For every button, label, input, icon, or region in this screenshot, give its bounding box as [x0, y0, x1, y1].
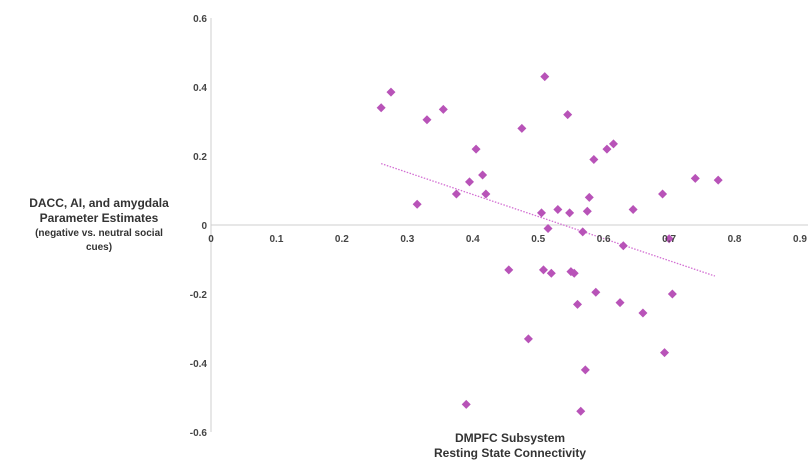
data-point [438, 104, 448, 114]
data-point [628, 204, 638, 214]
data-point [660, 348, 670, 358]
data-point [538, 265, 548, 275]
x-tick-label: 0.8 [728, 234, 742, 245]
x-tick-label: 0.4 [466, 234, 480, 245]
x-tick-label: 0.9 [793, 234, 807, 245]
data-point [591, 287, 601, 297]
data-point [536, 208, 546, 218]
tick-labels: 0.6 0.4 0.2 0 -0.2 -0.4 -0.6 0 0.1 0.2 0.3 0.4 0.5 0.… [190, 14, 808, 439]
y-axis-label-line-2: Parameter Estimates [39, 211, 159, 225]
data-point [563, 110, 573, 120]
data-point [578, 227, 588, 237]
axes [210, 18, 808, 432]
data-point [667, 289, 677, 299]
trendline [380, 162, 716, 277]
data-point [584, 192, 594, 202]
data-point [422, 115, 432, 125]
y-tick-label: 0 [201, 221, 207, 232]
y-axis-label-line-3: (negative vs. neutral social [35, 228, 163, 239]
data-point [580, 365, 590, 375]
data-point [504, 265, 514, 275]
x-tick-label: 0.5 [531, 234, 545, 245]
data-point [553, 204, 563, 214]
data-point [608, 139, 618, 149]
data-point [465, 177, 475, 187]
data-point [517, 123, 527, 133]
x-tick-label: 0.2 [335, 234, 349, 245]
data-point [471, 144, 481, 154]
data-point [481, 189, 491, 199]
data-point [615, 298, 625, 308]
x-tick-label: 0.1 [269, 234, 283, 245]
y-tick-label: 0.6 [193, 14, 207, 25]
data-point [376, 103, 386, 113]
y-tick-label: 0.2 [193, 152, 207, 163]
x-tick-label: 0.7 [662, 234, 676, 245]
data-point [523, 334, 533, 344]
y-tick-label: 0.4 [193, 83, 207, 94]
data-point [713, 175, 723, 185]
x-axis-label: DMPFC Subsystem Resting State Connectivi… [380, 431, 640, 461]
data-point [540, 72, 550, 82]
data-point [461, 399, 471, 409]
data-point [602, 144, 612, 154]
data-point [589, 154, 599, 164]
y-axis-label-line-1: DACC, AI, and amygdala [29, 196, 169, 210]
data-point [618, 241, 628, 251]
x-axis-label-line-1: DMPFC Subsystem [454, 431, 566, 445]
data-point [569, 268, 579, 278]
y-tick-label: -0.6 [190, 428, 208, 439]
data-point [582, 206, 592, 216]
x-tick-label: 0 [208, 234, 214, 245]
y-axis-label-line-4: cues) [85, 242, 113, 253]
data-point [412, 199, 422, 209]
trendline-layer [380, 162, 716, 277]
x-tick-label: 0.3 [400, 234, 414, 245]
x-tick-label: 0.6 [597, 234, 611, 245]
data-point [658, 189, 668, 199]
points-layer [376, 72, 723, 416]
data-point [664, 234, 674, 244]
data-point [543, 223, 553, 233]
y-axis-label: DACC, AI, and amygdala Parameter Estimat… [4, 196, 194, 254]
data-point [576, 406, 586, 416]
y-tick-label: -0.4 [190, 359, 208, 370]
data-point [451, 189, 461, 199]
data-point [386, 87, 396, 97]
x-axis-label-line-2: Resting State Connectivity [433, 446, 587, 460]
data-point [565, 208, 575, 218]
data-point [572, 299, 582, 309]
data-point [638, 308, 648, 318]
data-point [546, 268, 556, 278]
y-tick-label: -0.2 [190, 290, 208, 301]
data-point [478, 170, 488, 180]
data-point [690, 173, 700, 183]
